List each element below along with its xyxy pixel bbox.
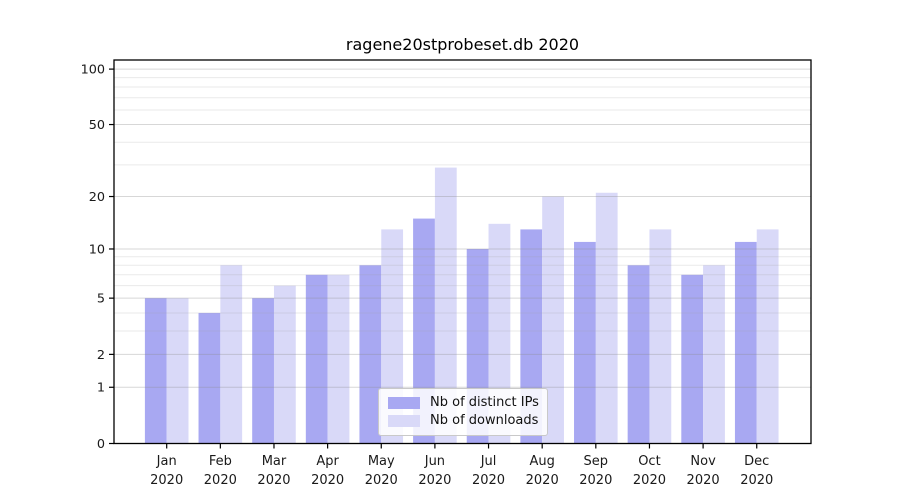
x-tick-label-month: Jun xyxy=(424,454,445,469)
x-tick-label-year: 2020 xyxy=(365,473,398,488)
x-tick-label-month: May xyxy=(368,454,395,469)
x-tick-label-year: 2020 xyxy=(204,473,237,488)
bars-layer xyxy=(144,167,779,444)
x-tick-label-year: 2020 xyxy=(418,473,451,488)
x-tick-label-year: 2020 xyxy=(150,473,183,488)
bar xyxy=(681,274,704,444)
legend-label-distinct-ips: Nb of distinct IPs xyxy=(430,395,539,410)
legend-swatch-distinct-ips xyxy=(388,397,420,409)
y-tick-label: 10 xyxy=(89,242,105,257)
x-tick-label-month: Jan xyxy=(156,454,177,469)
bar xyxy=(734,241,757,444)
x-tick-label-month: Jul xyxy=(480,454,497,469)
bar xyxy=(359,265,382,444)
axes-layer: 0 1 2 5 10 20 50 100 Jan 2020 Feb 2020 Mar 2020 Apr 202… xyxy=(81,59,812,488)
bar xyxy=(434,167,457,444)
x-tick-label-year: 2020 xyxy=(579,473,612,488)
bar xyxy=(273,285,296,444)
bar xyxy=(595,192,618,444)
chart-title: ragene20stprobeset.db 2020 xyxy=(345,35,580,54)
y-tick-label: 1 xyxy=(97,381,105,396)
x-tick-label-month: Mar xyxy=(262,454,287,469)
bar xyxy=(144,298,167,444)
bar xyxy=(574,241,596,444)
x-tick-label-month: Feb xyxy=(209,454,232,469)
y-tick-label: 5 xyxy=(97,292,105,307)
legend-item-downloads: Nb of downloads xyxy=(388,413,538,429)
x-tick-label-year: 2020 xyxy=(633,473,666,488)
bar xyxy=(756,229,779,444)
x-tick-label-month: Dec xyxy=(744,454,769,469)
bar xyxy=(305,274,328,444)
series-downloads xyxy=(166,167,779,444)
x-tick-label-year: 2020 xyxy=(257,473,290,488)
x-tick-label-year: 2020 xyxy=(740,473,773,488)
x-tick-label-year: 2020 xyxy=(526,473,559,488)
legend-swatch-downloads xyxy=(388,415,420,427)
legend-label-downloads: Nb of downloads xyxy=(430,413,539,428)
legend: Nb of distinct IPs Nb of downloads xyxy=(378,388,548,436)
x-tick-label-year: 2020 xyxy=(687,473,720,488)
x-tick-label-month: Oct xyxy=(638,454,660,469)
y-tick-label: 2 xyxy=(97,348,105,363)
bar xyxy=(252,298,274,444)
bar xyxy=(627,265,650,444)
bar xyxy=(649,229,672,444)
x-tick-label-month: Nov xyxy=(690,454,716,469)
grid-layer xyxy=(114,68,811,388)
plot-frame xyxy=(113,59,812,445)
y-tick-label: 50 xyxy=(89,118,105,133)
y-tick-label: 0 xyxy=(97,437,105,452)
y-tick-label: 100 xyxy=(81,63,105,78)
x-tick-label-year: 2020 xyxy=(472,473,505,488)
x-tick-label-month: Apr xyxy=(316,454,339,469)
bar xyxy=(703,265,725,444)
x-tick-label-month: Sep xyxy=(584,454,609,469)
bar xyxy=(198,312,221,444)
bar xyxy=(542,196,564,444)
bar xyxy=(413,218,435,444)
x-tick-label-year: 2020 xyxy=(311,473,344,488)
y-tick-label: 20 xyxy=(89,190,105,205)
bar xyxy=(220,265,243,444)
bar xyxy=(327,274,350,444)
bar xyxy=(166,298,189,444)
legend-item-distinct-ips: Nb of distinct IPs xyxy=(388,395,539,411)
x-tick-label-month: Aug xyxy=(529,454,554,469)
